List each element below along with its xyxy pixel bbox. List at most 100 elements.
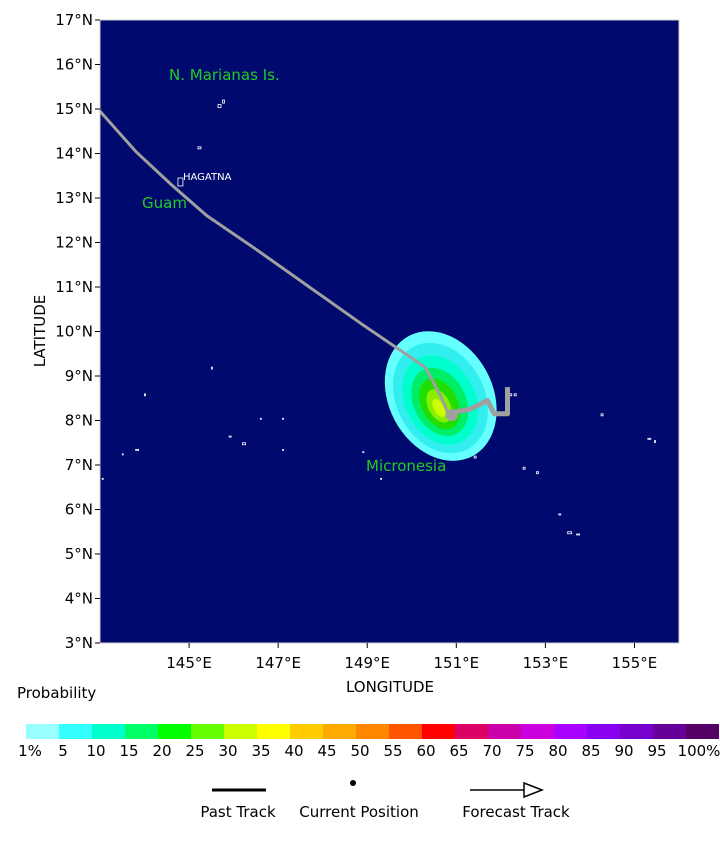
scale-cell [59,724,92,739]
island-outline [259,417,262,420]
island-outline [647,437,652,440]
island-outline [222,99,225,104]
island-outline [654,440,656,443]
lon-tick-label: 155°E [612,654,658,672]
label-hagatna: HAGATNA [183,172,232,183]
scale-cell [653,724,686,739]
current-position-marker [445,409,458,422]
island-outline [197,146,202,150]
island-outline [513,393,517,397]
longitude-ticks: 145°E 147°E 149°E 151°E 153°E 155°E [166,643,657,672]
island-outline [135,449,140,451]
scale-label: 80 [548,742,568,760]
lat-tick-label: 17°N [55,11,93,29]
scale-cell [554,724,587,739]
forecast-track-line [100,110,451,417]
island-outline [362,451,365,454]
scale-cell [389,724,422,739]
scale-label: 95 [647,742,667,760]
scale-label: 40 [284,742,304,760]
scale-cell [290,724,323,739]
scale-cell [92,724,125,739]
scale-label: 85 [581,742,601,760]
lat-tick-label: 8°N [65,412,93,430]
island-outline [101,477,104,480]
scale-label: 10 [86,742,106,760]
key-current-position-dot [350,780,356,786]
lat-tick-label: 9°N [65,367,93,385]
scale-label: 65 [449,742,469,760]
legend-title: Probability [17,684,97,702]
scale-label: 20 [152,742,172,760]
scale-cell [191,724,224,739]
lat-tick-label: 5°N [65,545,93,563]
lat-tick-label: 15°N [55,100,93,118]
scale-cell [455,724,488,739]
scale-label: 70 [482,742,502,760]
lat-tick-label: 14°N [55,145,93,163]
scale-label: 60 [416,742,436,760]
scale-cell [521,724,554,739]
scale-label: 75 [515,742,535,760]
islands-layer [101,99,656,536]
island-outline [536,471,539,475]
scale-label: 45 [317,742,337,760]
scale-cell [620,724,653,739]
island-outline [282,417,285,420]
lon-tick-label: 153°E [523,654,569,672]
scale-end-label: 100% [677,742,720,760]
tracks-layer [100,110,510,422]
island-outline [177,177,184,187]
lat-tick-label: 4°N [65,590,93,608]
scale-cell [356,724,389,739]
lat-tick-label: 13°N [55,189,93,207]
scale-cell [125,724,158,739]
scale-label: 55 [383,742,403,760]
key-forecast-track-label: Forecast Track [462,803,570,821]
probability-color-scale [26,724,719,739]
key-past-track-label: Past Track [200,803,276,821]
label-n-marianas: N. Marianas Is. [169,66,280,84]
scale-label: 90 [614,742,634,760]
island-outline [144,393,146,397]
scale-cell [158,724,191,739]
island-outline [558,513,562,516]
lat-tick-label: 11°N [55,278,93,296]
island-outline [576,533,580,536]
scale-cell [488,724,521,739]
island-outline [228,435,232,438]
island-outline [380,477,382,480]
key-current-position-label: Current Position [299,803,419,821]
lat-tick-label: 6°N [65,501,93,519]
ocean-background [100,20,679,643]
island-outline [242,442,246,446]
scale-cell [257,724,290,739]
lon-tick-label: 145°E [166,654,212,672]
scale-cell [686,724,719,739]
lat-tick-label: 7°N [65,456,93,474]
island-outline [600,413,604,417]
probability-ring [432,398,446,418]
scale-cell [224,724,257,739]
scale-label: 30 [218,742,238,760]
scale-cell [587,724,620,739]
island-outline [210,366,213,370]
island-outline [121,453,124,456]
scale-cell [323,724,356,739]
island-outline [473,455,477,459]
island-outline [567,531,573,535]
probability-scale-labels: 100% 1% 5 10 15 20 25 30 35 40 45 50 55 60 65 70 75 80 85… [0,742,720,762]
label-guam: Guam [142,194,187,212]
scale-cell [422,724,455,739]
lat-tick-label: 3°N [65,634,93,652]
lon-tick-label: 151°E [434,654,480,672]
scale-label: 15 [119,742,139,760]
scale-cell [26,724,59,739]
scale-label: 5 [58,742,68,760]
label-micronesia: Micronesia [366,457,446,475]
scale-label: 25 [185,742,205,760]
scale-label: 35 [251,742,271,760]
latitude-ticks: 3°N 4°N 5°N 6°N 7°N 8°N 9°N 10°N 11°N 12°N 13°N 14°… [55,11,100,652]
island-outline [522,466,526,470]
